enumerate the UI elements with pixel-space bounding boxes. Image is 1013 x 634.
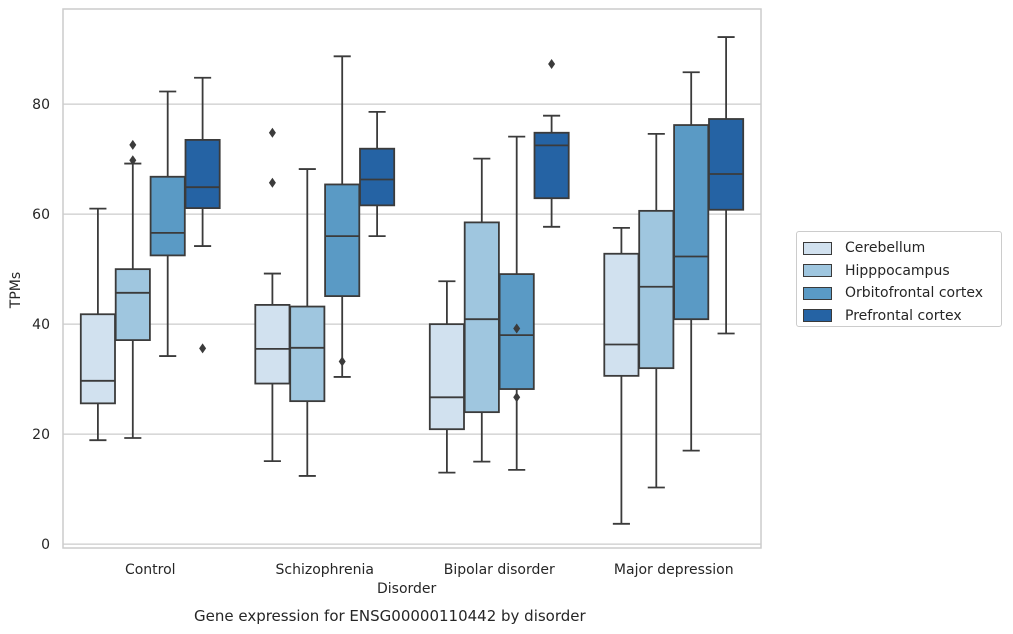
outlier-cerebellum-schizophrenia-0 [268, 127, 276, 138]
outlier-prefrontal-cortex-control-0 [199, 343, 207, 354]
x-tick-label-control: Control [125, 562, 176, 578]
x-tick-label-bipolar-disorder: Bipolar disorder [444, 562, 555, 578]
box-body-orbitofrontal-cortex-schizophrenia [324, 183, 361, 297]
legend-label-orbitofrontal-cortex: Orbitofrontal cortex [845, 285, 983, 302]
outlier-orbitofrontal-cortex-bipolar-disorder-0 [513, 323, 521, 334]
legend-label-hippocampus: Hipppocampus [845, 262, 950, 279]
box-prefrontal-cortex-schizophrenia [359, 110, 396, 238]
box-series [79, 36, 745, 525]
box-orbitofrontal-cortex-bipolar-disorder [498, 135, 535, 471]
box-body-hipppocampus-major-depression [638, 209, 675, 370]
legend-item-cerebellum: Cerebellum [803, 237, 995, 260]
box-hipppocampus-control [114, 139, 151, 439]
x-axis-label: Disorder [377, 581, 437, 597]
outlier-hipppocampus-control-1 [129, 155, 137, 166]
box-body-prefrontal-cortex-bipolar-disorder [533, 131, 570, 200]
outlier-prefrontal-cortex-bipolar-disorder-0 [548, 59, 556, 69]
box-cerebellum-control [79, 207, 116, 442]
box-body-hipppocampus-schizophrenia [289, 305, 326, 403]
outlier-hipppocampus-control-0 [129, 139, 137, 150]
box-body-orbitofrontal-cortex-control [149, 175, 186, 257]
y-tick-label-60: 60 [32, 207, 50, 223]
legend-swatch-cerebellum [803, 241, 832, 255]
box-body-prefrontal-cortex-schizophrenia [359, 147, 396, 207]
y-tick-label-80: 80 [32, 97, 50, 113]
legend-label-cerebellum: Cerebellum [845, 240, 926, 257]
legend-item-prefrontal-cortex: Prefrontal cortex [803, 305, 995, 328]
box-cerebellum-major-depression [603, 226, 640, 525]
box-cerebellum-schizophrenia [254, 127, 291, 463]
chart-caption: Gene expression for ENSG00000110442 by d… [194, 607, 586, 625]
legend-swatch-orbitofrontal-cortex [803, 286, 832, 300]
y-tick-label-0: 0 [41, 537, 50, 553]
box-body-prefrontal-cortex-major-depression [708, 118, 745, 211]
box-prefrontal-cortex-control [184, 76, 221, 354]
box-prefrontal-cortex-bipolar-disorder [533, 59, 570, 228]
box-orbitofrontal-cortex-control [149, 90, 186, 357]
legend: Cerebellum Hipppocampus Orbitofrontal co… [796, 231, 1002, 327]
box-prefrontal-cortex-major-depression [708, 36, 745, 335]
box-body-cerebellum-control [79, 313, 116, 405]
legend-label-prefrontal-cortex: Prefrontal cortex [845, 307, 962, 324]
y-tick-label-20: 20 [32, 427, 50, 443]
box-body-prefrontal-cortex-control [184, 138, 221, 209]
outlier-orbitofrontal-cortex-bipolar-disorder-1 [513, 392, 521, 403]
box-hipppocampus-bipolar-disorder [463, 157, 500, 463]
x-tick-label-schizophrenia: Schizophrenia [276, 562, 374, 578]
box-body-hipppocampus-bipolar-disorder [463, 221, 500, 414]
box-orbitofrontal-cortex-major-depression [673, 71, 710, 452]
outlier-orbitofrontal-cortex-schizophrenia-0 [338, 356, 346, 367]
legend-item-hippocampus: Hipppocampus [803, 260, 995, 283]
box-body-cerebellum-bipolar-disorder [428, 323, 465, 431]
x-tick-label-major-depression: Major depression [614, 562, 734, 578]
box-body-hipppocampus-control [114, 268, 151, 341]
y-tick-label-40: 40 [32, 317, 50, 333]
gridlines [63, 103, 761, 545]
legend-swatch-prefrontal-cortex [803, 309, 832, 323]
box-body-cerebellum-schizophrenia [254, 303, 291, 385]
box-orbitofrontal-cortex-schizophrenia [324, 55, 361, 378]
outlier-cerebellum-schizophrenia-1 [268, 177, 276, 188]
x-axis-ticks: Control Schizophrenia Bipolar disorder Majo… [125, 562, 734, 578]
box-body-orbitofrontal-cortex-major-depression [673, 124, 710, 321]
box-body-cerebellum-major-depression [603, 252, 640, 377]
legend-item-orbitofrontal-cortex: Orbitofrontal cortex [803, 282, 995, 305]
box-hipppocampus-major-depression [638, 132, 675, 489]
box-hipppocampus-schizophrenia [289, 168, 326, 477]
box-cerebellum-bipolar-disorder [428, 280, 465, 474]
y-axis-label: TPMs [8, 271, 24, 309]
y-axis-ticks: 0 20 40 60 80 [32, 97, 50, 553]
legend-swatch-hippocampus [803, 264, 832, 278]
